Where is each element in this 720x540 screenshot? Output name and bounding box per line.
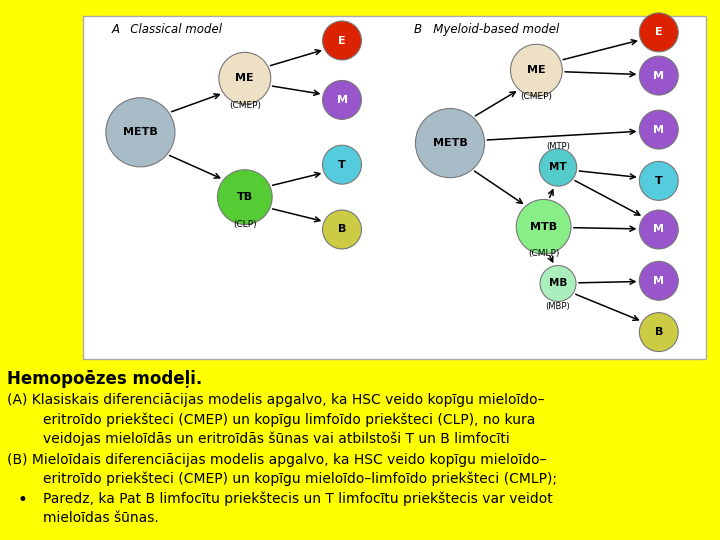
Text: Hemopoēzes modeļi.: Hemopoēzes modeļi. <box>7 370 202 388</box>
Ellipse shape <box>639 210 678 249</box>
Ellipse shape <box>539 148 577 186</box>
Text: (CLP): (CLP) <box>233 220 256 229</box>
Text: ME: ME <box>527 65 546 75</box>
Text: T: T <box>655 176 662 186</box>
Text: veidojas mieloīdās un eritroīdās šūnas vai atbilstoši T un B limfocīti: veidojas mieloīdās un eritroīdās šūnas v… <box>43 432 510 447</box>
Text: TB: TB <box>237 192 253 202</box>
Text: MT: MT <box>549 163 567 172</box>
Text: METB: METB <box>123 127 158 137</box>
Ellipse shape <box>639 161 678 200</box>
Ellipse shape <box>219 52 271 104</box>
Ellipse shape <box>540 266 576 301</box>
Text: M: M <box>336 95 348 105</box>
Text: •: • <box>18 491 28 509</box>
Text: M: M <box>653 276 665 286</box>
Text: M: M <box>653 125 665 134</box>
Text: T: T <box>338 160 346 170</box>
Text: METB: METB <box>433 138 467 148</box>
Text: E: E <box>338 36 346 45</box>
Ellipse shape <box>639 313 678 352</box>
Text: (CMEP): (CMEP) <box>229 102 261 110</box>
Text: mieloīdas šūnas.: mieloīdas šūnas. <box>43 511 159 525</box>
Text: M: M <box>653 225 665 234</box>
Ellipse shape <box>323 21 361 60</box>
Text: B: B <box>654 327 663 337</box>
Text: Paredz, ka Pat B limfocītu priekštecis un T limfocītu priekštecis var veidot: Paredz, ka Pat B limfocītu priekštecis u… <box>43 491 553 506</box>
Text: M: M <box>653 71 665 80</box>
Ellipse shape <box>639 110 678 149</box>
Ellipse shape <box>323 145 361 184</box>
Ellipse shape <box>106 98 175 167</box>
Ellipse shape <box>323 210 361 249</box>
Text: MB: MB <box>549 279 567 288</box>
Ellipse shape <box>639 56 678 95</box>
Text: ME: ME <box>235 73 254 83</box>
Text: (CMLP): (CMLP) <box>528 249 559 258</box>
Ellipse shape <box>639 13 678 52</box>
Text: A   Classical model: A Classical model <box>112 23 222 36</box>
Text: (B) Mieloīdais diferenciācijas modelis apgalvo, ka HSC veido kopīgu mieloīdo–: (B) Mieloīdais diferenciācijas modelis a… <box>7 453 546 467</box>
Text: B: B <box>338 225 346 234</box>
Text: B   Myeloid-based model: B Myeloid-based model <box>414 23 559 36</box>
Ellipse shape <box>510 44 562 96</box>
Ellipse shape <box>323 80 361 119</box>
FancyBboxPatch shape <box>83 16 706 359</box>
Ellipse shape <box>639 261 678 300</box>
Text: (CMEP): (CMEP) <box>521 92 552 100</box>
Text: (MBP): (MBP) <box>546 302 570 310</box>
Text: (MTP): (MTP) <box>546 143 570 151</box>
Text: (A) Klasiskais diferenciācijas modelis apgalvo, ka HSC veido kopīgu mieloīdo–: (A) Klasiskais diferenciācijas modelis a… <box>7 393 545 407</box>
Ellipse shape <box>217 170 272 225</box>
Text: eritroīdo priekšteci (CMEP) un kopīgu mieloīdo–limfoīdo priekšteci (CMLP);: eritroīdo priekšteci (CMEP) un kopīgu mi… <box>43 472 557 487</box>
Text: MTB: MTB <box>530 222 557 232</box>
Text: E: E <box>655 28 662 37</box>
Ellipse shape <box>516 199 571 254</box>
Text: eritroīdo priekšteci (CMEP) un kopīgu limfoīdo priekšteci (CLP), no kura: eritroīdo priekšteci (CMEP) un kopīgu li… <box>43 413 536 427</box>
Ellipse shape <box>415 109 485 178</box>
